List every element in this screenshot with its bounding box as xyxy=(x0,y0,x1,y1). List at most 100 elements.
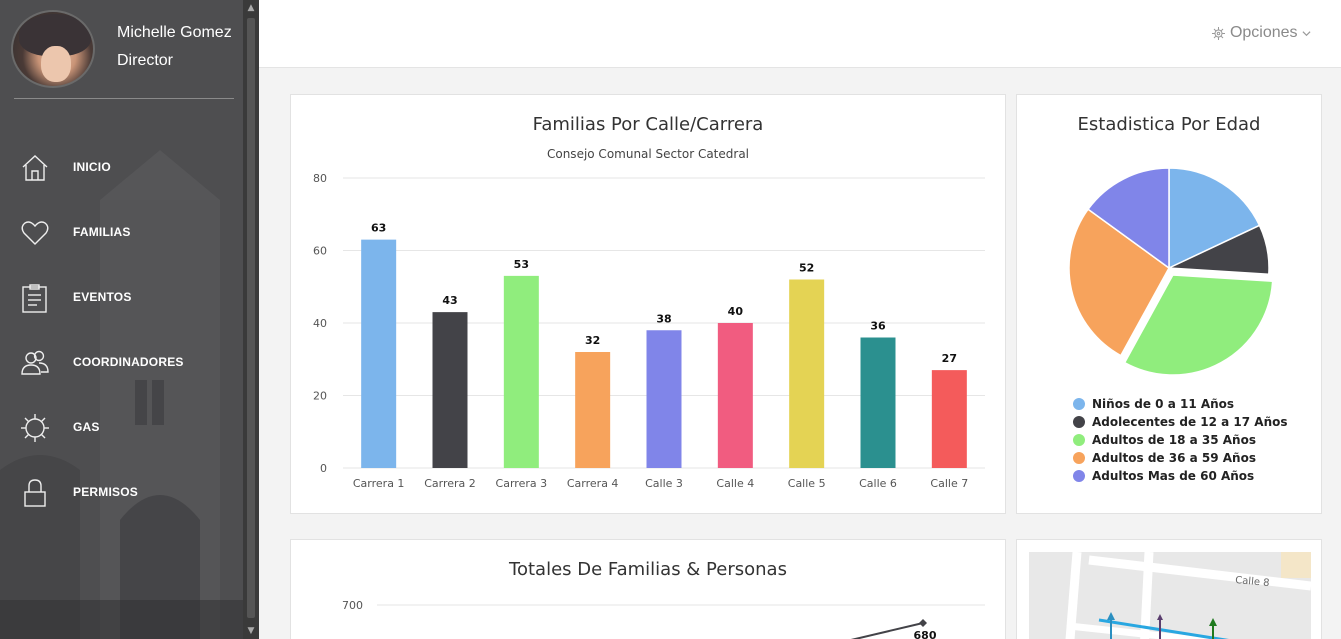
nav-item-permisos[interactable]: PERMISOS xyxy=(0,468,243,518)
legend-item[interactable]: Niños de 0 a 11 Años xyxy=(1073,395,1288,413)
y-tick-label: 60 xyxy=(313,245,327,258)
users-icon xyxy=(21,350,49,375)
heart-icon xyxy=(21,221,49,245)
map-panel: Calle 8 xyxy=(1016,539,1322,639)
nav-item-label: COORDINADORES xyxy=(73,355,184,369)
y-tick-label: 80 xyxy=(313,172,327,185)
home-icon xyxy=(22,155,48,181)
x-tick-label: Carrera 4 xyxy=(567,477,619,490)
chart-title: Familias Por Calle/Carrera xyxy=(532,114,764,135)
top-bar: Opciones xyxy=(259,0,1341,68)
nav-item-gas[interactable]: GAS xyxy=(0,403,243,453)
legend-dot xyxy=(1073,398,1085,410)
options-dropdown[interactable]: Opciones xyxy=(1211,24,1312,42)
bar xyxy=(717,323,753,468)
legend-item[interactable]: Adultos Mas de 60 Años xyxy=(1073,467,1288,485)
nav-item-label: GAS xyxy=(73,420,100,434)
x-tick-label: Calle 7 xyxy=(930,477,968,490)
data-label: 36 xyxy=(870,320,886,333)
nav-item-eventos[interactable]: EVENTOS xyxy=(0,273,243,323)
map-street-label: Calle 8 xyxy=(1235,575,1270,589)
legend-label: Adultos Mas de 60 Años xyxy=(1092,469,1255,483)
nav-item-label: INICIO xyxy=(73,160,111,174)
bar xyxy=(931,370,967,468)
x-tick-label: Carrera 3 xyxy=(496,477,548,490)
sidebar: Michelle Gomez Director INICIO FAMILIAS … xyxy=(0,0,259,639)
nav-item-familias[interactable]: FAMILIAS xyxy=(0,208,243,258)
sidebar-scrollbar[interactable]: ▲ ▼ xyxy=(243,0,259,639)
legend-label: Adultos de 18 a 35 Años xyxy=(1092,433,1256,447)
map[interactable]: Calle 8 xyxy=(1029,552,1311,639)
cathedral-background-image xyxy=(0,0,243,639)
y-tick-label: 0 xyxy=(320,462,327,475)
bar xyxy=(503,275,539,468)
series-line xyxy=(850,622,924,639)
nav-item-inicio[interactable]: INICIO xyxy=(0,143,243,193)
x-tick-label: Carrera 2 xyxy=(424,477,476,490)
chevron-down-icon xyxy=(1302,30,1311,36)
bar xyxy=(575,352,611,468)
pie-chart xyxy=(1068,167,1274,376)
x-tick-label: Calle 6 xyxy=(859,477,897,490)
map-marker-icon xyxy=(1157,614,1163,620)
avatar[interactable] xyxy=(11,10,95,88)
pie-slice xyxy=(1123,274,1274,376)
chart-title: Totales De Familias & Personas xyxy=(509,559,787,580)
legend-label: Adolecentes de 12 a 17 Años xyxy=(1092,415,1288,429)
user-role: Director xyxy=(117,52,174,69)
families-bar-chart-panel: Familias Por Calle/Carrera Consejo Comun… xyxy=(290,94,1006,514)
data-label: 40 xyxy=(728,305,744,318)
legend-dot xyxy=(1073,416,1085,428)
legend-item[interactable]: Adultos de 18 a 35 Años xyxy=(1073,431,1288,449)
pie-slice xyxy=(1068,208,1170,357)
legend-label: Adultos de 36 a 59 Años xyxy=(1092,451,1256,465)
data-label: 680 xyxy=(914,629,937,639)
x-tick-label: Calle 3 xyxy=(645,477,683,490)
bar xyxy=(860,337,896,468)
legend-label: Niños de 0 a 11 Años xyxy=(1092,397,1235,411)
nav-item-label: EVENTOS xyxy=(73,290,132,304)
data-point xyxy=(919,619,927,627)
legend-item[interactable]: Adolecentes de 12 a 17 Años xyxy=(1073,413,1288,431)
data-label: 53 xyxy=(514,258,529,271)
x-tick-label: Calle 4 xyxy=(716,477,754,490)
y-tick-label: 20 xyxy=(313,390,327,403)
totals-line-chart-panel: Totales De Familias & Personas 700 680 xyxy=(290,539,1006,639)
map-marker-icon xyxy=(1209,618,1217,626)
lock-icon xyxy=(24,479,46,507)
legend-dot xyxy=(1073,434,1085,446)
line-chart: 700 680 xyxy=(342,599,985,639)
x-tick-label: Carrera 1 xyxy=(353,477,405,490)
gear-icon xyxy=(1211,26,1225,40)
pie-slice xyxy=(1168,224,1270,276)
legend-dot xyxy=(1073,452,1085,464)
bar xyxy=(789,279,825,468)
clipboard-icon xyxy=(22,284,47,313)
gear-icon xyxy=(21,414,49,442)
bar xyxy=(646,330,682,468)
data-label: 38 xyxy=(656,312,671,325)
nav-item-coordinadores[interactable]: COORDINADORES xyxy=(0,338,243,388)
pie-slice xyxy=(1087,167,1170,270)
y-tick-label: 700 xyxy=(342,599,363,612)
legend-dot xyxy=(1073,470,1085,482)
pie-legend: Niños de 0 a 11 Años Adolecentes de 12 a … xyxy=(1073,395,1288,485)
sidebar-divider xyxy=(14,98,234,99)
options-label: Opciones xyxy=(1229,24,1298,41)
legend-item[interactable]: Adultos de 36 a 59 Años xyxy=(1073,449,1288,467)
scroll-up-arrow-icon[interactable]: ▲ xyxy=(247,3,255,13)
chart-subtitle: Consejo Comunal Sector Catedral xyxy=(546,147,750,161)
chart-title: Estadistica Por Edad xyxy=(1077,114,1261,135)
map-marker-icon xyxy=(1107,612,1115,620)
scroll-down-arrow-icon[interactable]: ▼ xyxy=(247,626,255,636)
data-label: 63 xyxy=(371,222,386,235)
scroll-thumb[interactable] xyxy=(247,18,255,618)
x-tick-label: Calle 5 xyxy=(788,477,826,490)
data-label: 52 xyxy=(799,262,814,275)
bar xyxy=(361,239,397,468)
nav-item-label: PERMISOS xyxy=(73,485,138,499)
age-pie-chart-panel: Estadistica Por Edad Niños de 0 a 11 Año… xyxy=(1016,94,1322,514)
nav-item-label: FAMILIAS xyxy=(73,225,131,239)
y-tick-label: 40 xyxy=(313,317,327,330)
pie-slice xyxy=(1168,167,1261,270)
